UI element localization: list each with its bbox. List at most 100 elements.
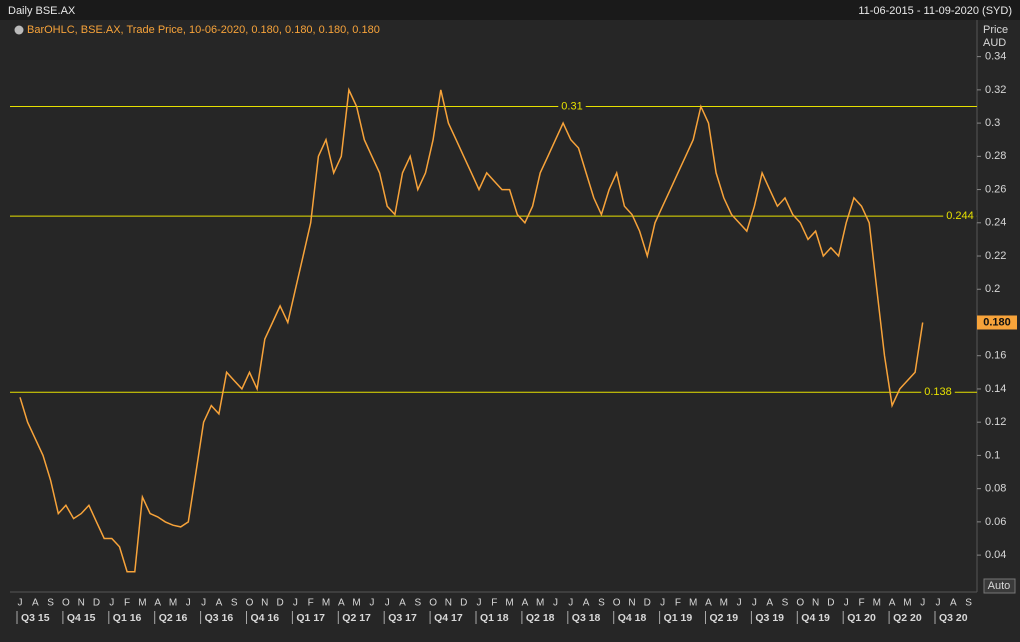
quarter-label: Q2 20 xyxy=(893,612,922,624)
x-tick-label: A xyxy=(889,598,896,609)
x-tick-label: J xyxy=(568,598,573,609)
quarter-label: Q1 19 xyxy=(664,612,693,624)
y-tick-label: 0.32 xyxy=(985,84,1006,96)
quarter-label: Q2 16 xyxy=(159,612,188,624)
x-tick-label: M xyxy=(352,598,360,609)
x-tick-label: O xyxy=(62,598,70,609)
x-tick-label: F xyxy=(308,598,314,609)
x-tick-label: J xyxy=(186,598,191,609)
y-tick-label: 0.1 xyxy=(985,449,1000,461)
x-tick-label: A xyxy=(705,598,712,609)
label-background xyxy=(558,100,586,113)
quarter-label: Q4 17 xyxy=(434,612,463,624)
x-tick-label: J xyxy=(844,598,849,609)
y-tick-label: 0.28 xyxy=(985,150,1006,162)
quarter-label: Q3 16 xyxy=(205,612,234,624)
x-tick-label: J xyxy=(752,598,757,609)
quarter-label: Q4 18 xyxy=(618,612,647,624)
quarter-label: Q3 19 xyxy=(755,612,784,624)
x-tick-label: J xyxy=(201,598,206,609)
quarter-label: Q2 19 xyxy=(710,612,739,624)
x-tick-label: N xyxy=(261,598,268,609)
quarter-label: Q3 17 xyxy=(388,612,417,624)
quarter-label: Q1 18 xyxy=(480,612,509,624)
x-tick-label: D xyxy=(460,598,467,609)
x-tick-label: D xyxy=(827,598,834,609)
quarter-label: Q1 17 xyxy=(296,612,325,624)
quarter-label: Q3 18 xyxy=(572,612,601,624)
x-tick-label: M xyxy=(138,598,146,609)
x-tick-label: J xyxy=(936,598,941,609)
x-tick-label: A xyxy=(522,598,529,609)
x-tick-label: A xyxy=(32,598,39,609)
auto-button-label[interactable]: Auto xyxy=(988,580,1011,592)
x-tick-label: A xyxy=(950,598,957,609)
x-tick-label: M xyxy=(322,598,330,609)
x-tick-label: J xyxy=(369,598,374,609)
y-axis-label: Price xyxy=(983,24,1008,36)
x-tick-label: A xyxy=(216,598,223,609)
x-tick-label: F xyxy=(124,598,130,609)
quarter-label: Q3 15 xyxy=(21,612,50,624)
y-tick-label: 0.26 xyxy=(985,183,1006,195)
label-background xyxy=(921,386,955,399)
x-tick-label: N xyxy=(812,598,819,609)
chart-title: Daily BSE.AX xyxy=(8,5,76,17)
quarter-label: Q4 19 xyxy=(801,612,830,624)
x-tick-label: A xyxy=(766,598,773,609)
x-tick-label: J xyxy=(660,598,665,609)
y-tick-label: 0.12 xyxy=(985,416,1006,428)
x-tick-label: F xyxy=(491,598,497,609)
y-tick-label: 0.14 xyxy=(985,383,1006,395)
x-tick-label: M xyxy=(536,598,544,609)
x-tick-label: S xyxy=(598,598,605,609)
x-tick-label: D xyxy=(644,598,651,609)
x-tick-label: M xyxy=(169,598,177,609)
title-bar xyxy=(0,0,1020,20)
x-tick-label: J xyxy=(109,598,114,609)
x-tick-label: J xyxy=(477,598,482,609)
legend-icon[interactable] xyxy=(14,25,24,35)
y-tick-label: 0.22 xyxy=(985,250,1006,262)
x-tick-label: O xyxy=(613,598,621,609)
quarter-label: Q1 20 xyxy=(847,612,876,624)
legend: BarOHLC, BSE.AX, Trade Price, 10-06-2020… xyxy=(27,24,380,36)
quarter-label: Q4 16 xyxy=(251,612,280,624)
last-value-label: 0.180 xyxy=(983,316,1011,328)
x-tick-label: N xyxy=(445,598,452,609)
x-tick-label: F xyxy=(675,598,681,609)
x-tick-label: J xyxy=(553,598,558,609)
date-range: 11-06-2015 - 11-09-2020 (SYD) xyxy=(858,5,1012,17)
y-tick-label: 0.04 xyxy=(985,549,1006,561)
x-tick-label: O xyxy=(246,598,254,609)
quarter-label: Q2 18 xyxy=(526,612,555,624)
label-background xyxy=(943,210,977,223)
x-tick-label: S xyxy=(231,598,238,609)
x-tick-label: A xyxy=(338,598,345,609)
auto-button[interactable] xyxy=(983,578,1016,594)
y-tick-label: 0.3 xyxy=(985,117,1000,129)
y-tick-label: 0.08 xyxy=(985,483,1006,495)
y-tick-label: 0.34 xyxy=(985,51,1006,63)
x-tick-label: A xyxy=(154,598,161,609)
quarter-label: Q1 16 xyxy=(113,612,142,624)
y-tick-label: 0.06 xyxy=(985,516,1006,528)
x-tick-label: S xyxy=(47,598,54,609)
x-tick-label: O xyxy=(796,598,804,609)
x-tick-label: N xyxy=(78,598,85,609)
horizontal-line-label: 0.138 xyxy=(924,386,952,398)
x-tick-label: M xyxy=(689,598,697,609)
x-tick-label: O xyxy=(429,598,437,609)
x-tick-label: D xyxy=(93,598,100,609)
y-axis-unit: AUD xyxy=(983,37,1006,49)
x-tick-label: N xyxy=(628,598,635,609)
x-tick-label: F xyxy=(858,598,864,609)
x-tick-label: J xyxy=(385,598,390,609)
x-tick-label: M xyxy=(505,598,513,609)
x-tick-label: S xyxy=(965,598,972,609)
x-tick-label: M xyxy=(903,598,911,609)
x-tick-label: M xyxy=(720,598,728,609)
x-tick-label: S xyxy=(414,598,421,609)
